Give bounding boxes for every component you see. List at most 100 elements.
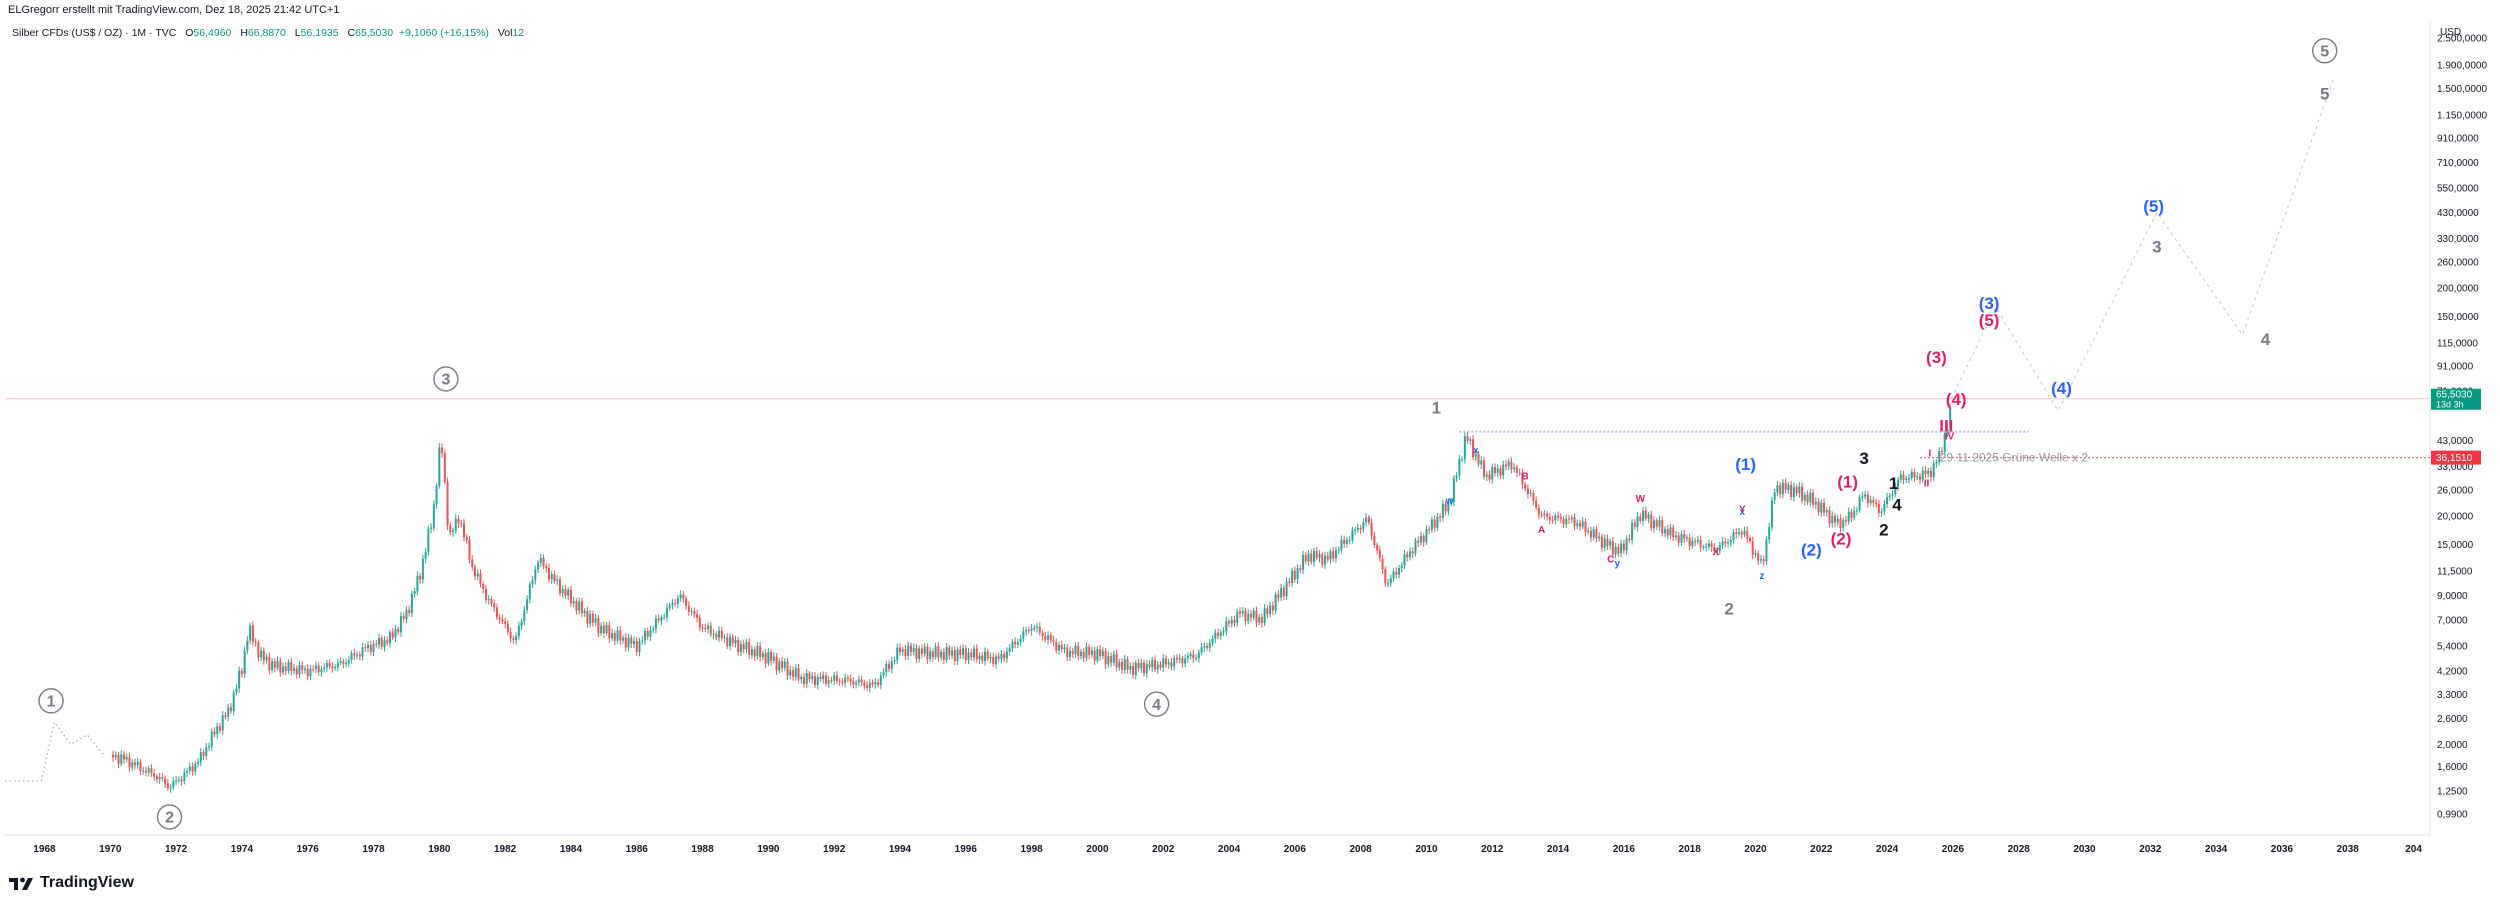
candle-body — [1751, 541, 1754, 555]
candle-body — [813, 676, 816, 685]
candle-body — [284, 666, 287, 671]
candle-body — [548, 568, 551, 580]
candle-body — [1653, 520, 1656, 529]
candle-body — [1823, 502, 1826, 513]
candle-body — [772, 656, 775, 661]
candle-body — [561, 588, 564, 594]
candle-body — [323, 667, 326, 670]
candle-body — [186, 770, 189, 773]
candle-body — [1137, 662, 1140, 669]
candle-body — [1063, 647, 1066, 650]
candle-body — [597, 618, 600, 634]
candle-body — [1340, 539, 1343, 550]
candle-body — [1351, 530, 1354, 541]
candle-body — [1628, 538, 1631, 541]
candle-body — [909, 645, 912, 653]
price-level-badge — [2431, 450, 2481, 465]
time-tick-label: 1986 — [626, 844, 649, 855]
candle-body — [622, 637, 625, 641]
candle-body — [764, 653, 767, 664]
currency-label[interactable]: USD — [2440, 27, 2462, 38]
candle-body — [504, 621, 507, 624]
candle-body — [1685, 537, 1688, 539]
candle-body — [1280, 587, 1283, 598]
candle-body — [539, 558, 542, 563]
candle-body — [1249, 613, 1252, 618]
candle-body — [1452, 478, 1455, 502]
candle-body — [893, 659, 896, 662]
candle-body — [1288, 581, 1291, 583]
candle-body — [1085, 646, 1088, 658]
candle-body — [202, 752, 205, 756]
candle-body — [1439, 516, 1442, 518]
candle-body — [526, 599, 529, 610]
candle-body — [701, 627, 704, 629]
candle-body — [918, 648, 921, 659]
candle-body — [811, 676, 814, 680]
tradingview-logo[interactable]: TradingView — [8, 874, 134, 892]
candle-body — [1666, 529, 1669, 536]
candle-body — [1296, 568, 1299, 580]
candle-body — [866, 685, 869, 688]
candle-body — [992, 656, 995, 665]
candle-body — [531, 580, 534, 585]
candle-body — [410, 593, 413, 614]
candle-body — [775, 656, 778, 671]
candle-body — [756, 646, 759, 657]
candle-body — [550, 574, 553, 580]
wave-label: 3 — [2152, 238, 2161, 257]
candle-body — [613, 633, 616, 641]
price-tick-label: 1,6000 — [2437, 762, 2468, 773]
candle-body — [1376, 545, 1379, 551]
candle-body — [1406, 554, 1409, 558]
chart-credit: ELGregorr erstellt mit TradingView.com, … — [8, 4, 340, 16]
candle-body — [627, 637, 630, 648]
candle-body — [1507, 461, 1510, 467]
candle-body — [490, 598, 493, 604]
candle-body — [981, 655, 984, 662]
candle-body — [951, 650, 954, 656]
candle-body — [1365, 517, 1368, 523]
candle-body — [238, 670, 241, 689]
candle-body — [164, 778, 167, 784]
candle-body — [317, 665, 320, 672]
candle-body — [391, 632, 394, 638]
candle-body — [1669, 527, 1672, 536]
candle-body — [1403, 554, 1406, 566]
candle-body — [1480, 460, 1483, 465]
candle-body — [224, 715, 227, 717]
candle-body — [1625, 538, 1628, 551]
candle-body — [558, 579, 561, 594]
symbol-legend[interactable]: Silber CFDs (US$ / OZ) · 1M · TVC O56,49… — [12, 27, 524, 39]
candle-body — [948, 647, 951, 656]
candle-body — [868, 682, 871, 688]
candle-body — [1143, 662, 1146, 674]
candle-body — [1614, 546, 1617, 555]
candle-body — [718, 630, 721, 638]
candle-body — [844, 677, 847, 683]
candle-body — [1672, 527, 1675, 538]
candle-body — [1447, 502, 1450, 512]
candle-body — [416, 575, 419, 592]
wave-label: W — [1636, 494, 1646, 505]
candle-body — [652, 628, 655, 631]
candle-body — [320, 669, 323, 672]
candle-body — [1499, 468, 1502, 476]
candle-body — [630, 637, 633, 644]
candle-body — [353, 653, 356, 656]
candle-body — [301, 665, 304, 670]
candle-body — [1088, 646, 1091, 655]
candle-body — [1186, 656, 1189, 659]
candle-body — [676, 598, 679, 605]
candle-body — [1568, 518, 1571, 520]
candle-body — [1570, 517, 1573, 520]
candle-body — [885, 664, 888, 673]
candle-body — [1908, 478, 1911, 480]
candle-body — [290, 661, 293, 671]
candle-body — [408, 609, 411, 614]
candle-body — [1705, 546, 1708, 548]
symbol-name[interactable]: Silber CFDs (US$ / OZ) · 1M · TVC — [12, 27, 177, 39]
candle-body — [240, 670, 243, 675]
candle-body — [569, 589, 572, 604]
